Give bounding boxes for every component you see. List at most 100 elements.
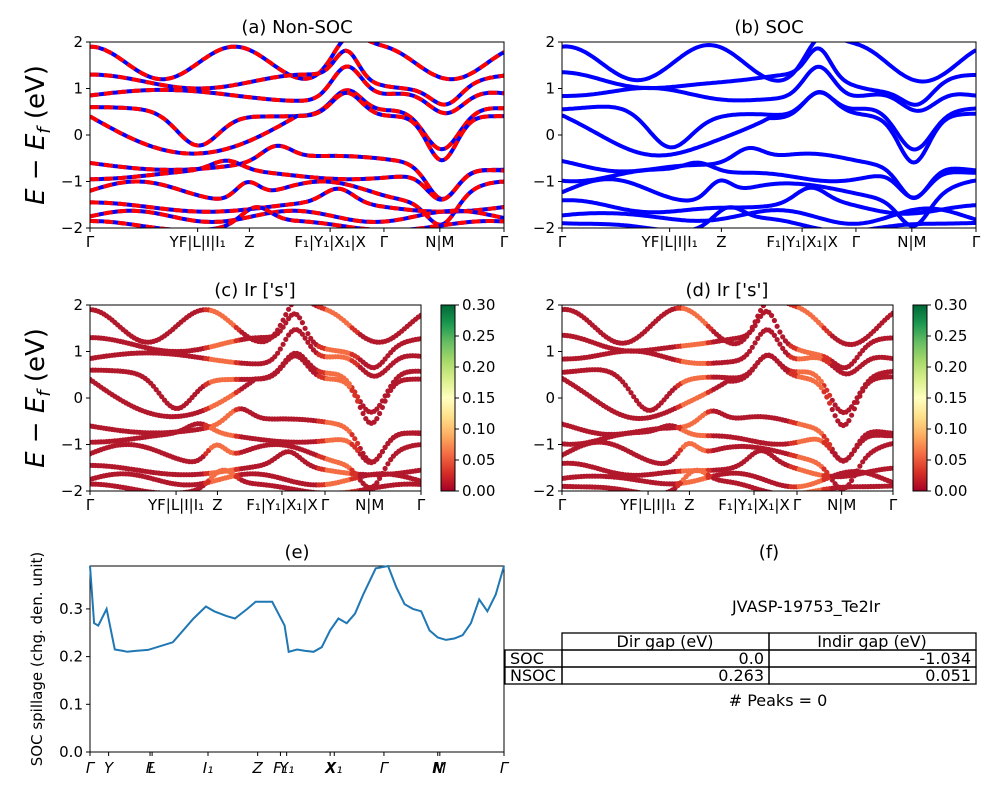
- x-tick-label: Z: [244, 233, 254, 251]
- panel-f-gap-table: JVASP-19753_Te2Ir Dir gap (eV) Indir gap…: [504, 597, 977, 710]
- colorbar-tick-label: 0.05: [462, 451, 495, 469]
- projection-point: [749, 327, 755, 333]
- projection-point: [277, 328, 283, 334]
- x-tick-label: Γ: [500, 759, 510, 777]
- panel-f-title: (f): [759, 542, 779, 563]
- projection-point: [355, 447, 361, 453]
- nonsoc-band-line: [90, 158, 504, 202]
- soc-band-line: [562, 90, 976, 152]
- projection-point: [302, 325, 308, 331]
- colorbar-tick-label: 0.15: [934, 389, 967, 407]
- projection-point: [835, 418, 841, 424]
- y-tick-label: −1: [61, 436, 83, 454]
- projection-point: [846, 418, 852, 424]
- projection-point: [849, 412, 855, 418]
- colorbar-tick-label: 0.15: [462, 389, 495, 407]
- table-caption: JVASP-19753_Te2Ir: [731, 597, 881, 617]
- axes-frame: [89, 565, 505, 753]
- projection-point: [851, 448, 858, 454]
- projection-point: [777, 297, 782, 302]
- peaks-count: # Peaks = 0: [729, 691, 828, 710]
- y-tick-label: 1: [545, 343, 555, 361]
- spillage-line: [89, 564, 505, 654]
- projection-point: [385, 392, 391, 398]
- projection-point: [829, 406, 835, 413]
- projection-point: [418, 336, 421, 342]
- projection-point: [309, 305, 312, 306]
- x-tick-label: YF|L|I|I₁: [169, 233, 226, 251]
- nonsoc-band-line: [90, 179, 504, 227]
- panel-e-title: (e): [284, 542, 309, 563]
- x-tick-label: Γ: [972, 233, 981, 251]
- y-tick-label: 0.3: [59, 600, 83, 618]
- x-tick-label: Γ: [558, 233, 567, 251]
- soc-band-line: [562, 206, 976, 226]
- y-tick-label: 1: [73, 80, 83, 98]
- projection-point: [890, 356, 893, 362]
- projection-point: [418, 353, 421, 359]
- table-header-indir-gap: Indir gap (eV): [817, 632, 927, 651]
- y-tick-label: 0: [545, 389, 555, 407]
- table-row-soc-indir: -1.034: [919, 649, 971, 668]
- soc-band-line: [90, 42, 504, 82]
- projection-point: [355, 440, 361, 446]
- colorbar-tick-label: 0.30: [462, 296, 495, 314]
- projection-point: [890, 368, 893, 374]
- projection-point: [890, 465, 893, 471]
- projection-point: [418, 376, 421, 382]
- scatter-group: [90, 305, 421, 491]
- y-tick-label: 2: [73, 33, 83, 51]
- table-row-nsoc-label: NSOC: [510, 666, 556, 685]
- projection-point: [832, 402, 838, 408]
- projection-point: [752, 340, 758, 346]
- x-tick-label: Y: [104, 759, 115, 777]
- projection-point: [633, 397, 640, 404]
- projection-point: [769, 312, 775, 319]
- x-tick-label: YF|L|I|I₁: [619, 496, 676, 514]
- projection-point: [156, 390, 162, 396]
- y-tick-label: −2: [533, 219, 555, 237]
- x-tick-label: N|M: [897, 233, 926, 251]
- x-tick-label: F₁|Y₁|X₁|X: [766, 233, 838, 251]
- projection-point: [755, 335, 761, 341]
- soc-band-line: [562, 185, 976, 216]
- y-tick-label: −2: [533, 482, 555, 500]
- projection-point: [379, 449, 385, 455]
- projection-point: [371, 419, 377, 425]
- projection-point: [824, 394, 830, 400]
- projection-point: [772, 295, 777, 300]
- x-tick-label: Z: [212, 496, 222, 514]
- table-row-nsoc-dir: 0.263: [718, 666, 764, 685]
- projection-point: [418, 481, 421, 488]
- projection-point: [857, 463, 863, 469]
- projection-point: [302, 335, 308, 341]
- projection-point: [890, 483, 893, 489]
- projection-point: [305, 331, 311, 337]
- soc-band-line: [562, 205, 976, 228]
- nonsoc-band-line: [90, 143, 504, 201]
- y-tick-label: 0.0: [59, 743, 83, 761]
- projection-point: [360, 410, 366, 417]
- y-tick-label: 0: [545, 126, 555, 144]
- projection-point: [860, 459, 866, 465]
- projection-point: [631, 394, 637, 400]
- x-tick-label: Γ: [558, 496, 567, 514]
- projection-point: [377, 410, 383, 417]
- x-tick-label: F₁: [273, 759, 288, 777]
- projection-point: [749, 344, 755, 350]
- y-tick-label: 2: [545, 296, 555, 314]
- panel-b-title: (b) SOC: [734, 17, 803, 38]
- x-tick-label: N|M: [827, 496, 856, 514]
- projection-point: [355, 398, 361, 404]
- projection-point: [153, 387, 159, 393]
- projection-point: [277, 346, 283, 352]
- projection-point: [860, 388, 866, 394]
- x-tick-label: F: [146, 759, 155, 777]
- projection-point: [783, 300, 788, 305]
- projection-point: [821, 433, 827, 439]
- projection-point: [280, 341, 286, 347]
- projection-point: [388, 387, 394, 393]
- x-tick-label: Γ: [417, 496, 426, 514]
- x-tick-label: Γ: [889, 496, 898, 514]
- soc-band-line: [562, 42, 976, 84]
